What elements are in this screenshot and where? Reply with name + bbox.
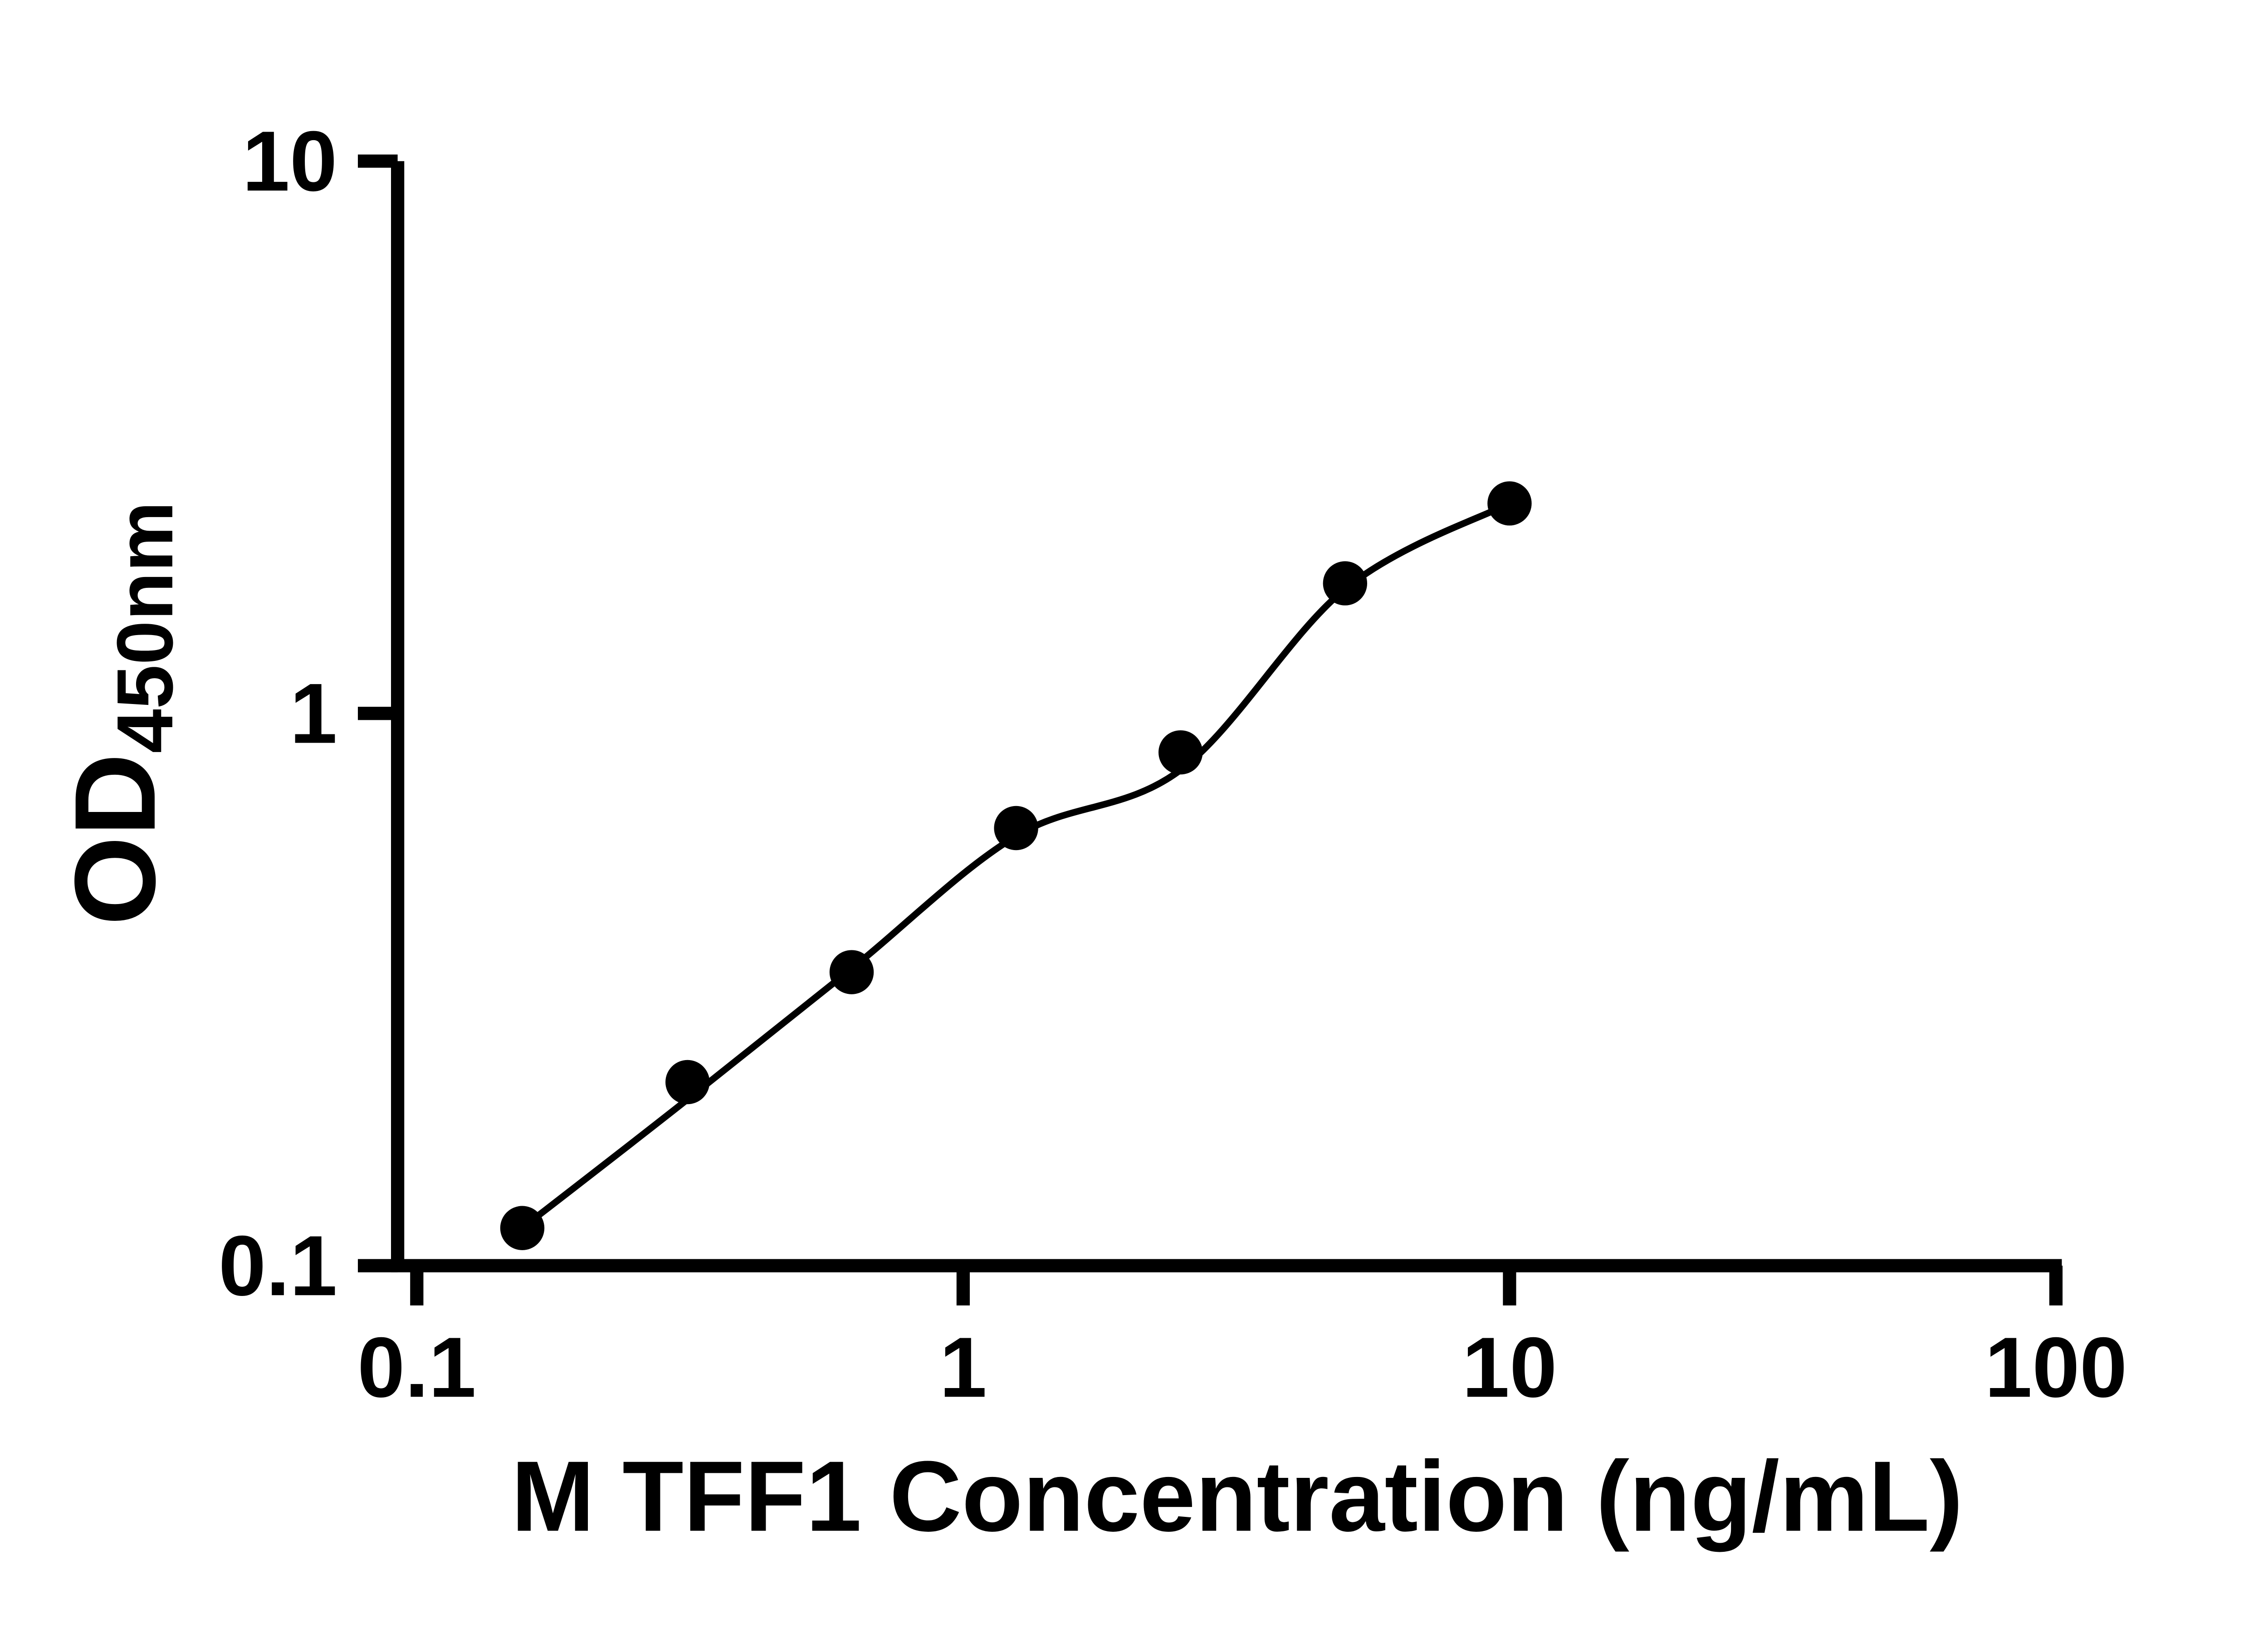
data-point [829, 950, 874, 994]
y-axis-title-main: OD [51, 753, 179, 926]
x-tick-label: 0.1 [357, 1320, 476, 1415]
data-point [994, 806, 1038, 851]
fit-curve [520, 500, 1511, 1231]
data-point [1323, 561, 1368, 606]
x-tick-label: 100 [1984, 1320, 2127, 1415]
data-point [1487, 481, 1532, 526]
x-tick-label: 10 [1462, 1320, 1557, 1415]
y-tick-label: 0.1 [219, 1218, 337, 1313]
axis-spines [391, 161, 2062, 1272]
data-point [1158, 730, 1203, 775]
data-point [500, 1206, 545, 1250]
x-tick-label: 1 [939, 1320, 987, 1415]
y-tick-label: 10 [242, 113, 337, 209]
y-axis-title-subscript: 450nm [101, 501, 190, 753]
x-axis-title: M TFF1 Concentration (ng/mL) [511, 1440, 1963, 1552]
plot-area: 10 1 0.10.1 1 10 100 [219, 113, 2127, 1415]
data-point [665, 1060, 710, 1105]
y-tick-label: 1 [290, 666, 337, 761]
y-axis-title: OD450nm [51, 501, 190, 925]
